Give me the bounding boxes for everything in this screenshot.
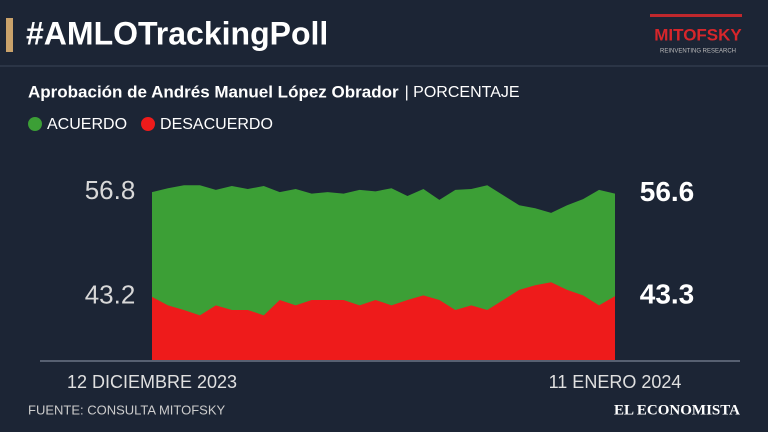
source: FUENTE: CONSULTA MITOFSKY	[28, 402, 226, 417]
unit-label: | PORCENTAJE	[405, 84, 520, 101]
legend-label: DESACUERDO	[160, 116, 273, 133]
x-tick-label: 11 ENERO 2024	[549, 372, 682, 392]
page-title: #AMLOTrackingPoll	[26, 15, 328, 51]
legend-swatch	[28, 117, 42, 131]
logo-tagline: REINVENTING RESEARCH	[660, 49, 736, 55]
start-value-label: 43.2	[85, 280, 136, 310]
start-value-label: 56.8	[85, 175, 136, 205]
end-value-label: 56.6	[640, 176, 695, 207]
logo: MITOFSKY	[654, 25, 742, 44]
chart-title: Aprobación de Andrés Manuel López Obrado…	[28, 82, 399, 101]
legend-swatch	[141, 117, 156, 131]
publisher: EL ECONOMISTA	[614, 402, 740, 418]
logo-mark	[650, 14, 742, 17]
accent-bar	[6, 18, 13, 52]
legend-label: ACUERDO	[47, 116, 127, 133]
plot: ACUERDO DESACUERDO 56.8 56.6 43.2 43.3 12 DICI…	[28, 116, 694, 392]
area	[152, 282, 615, 360]
end-value-label: 43.3	[640, 278, 695, 309]
x-tick-label: 12 DICIEMBRE 2023	[67, 372, 237, 392]
